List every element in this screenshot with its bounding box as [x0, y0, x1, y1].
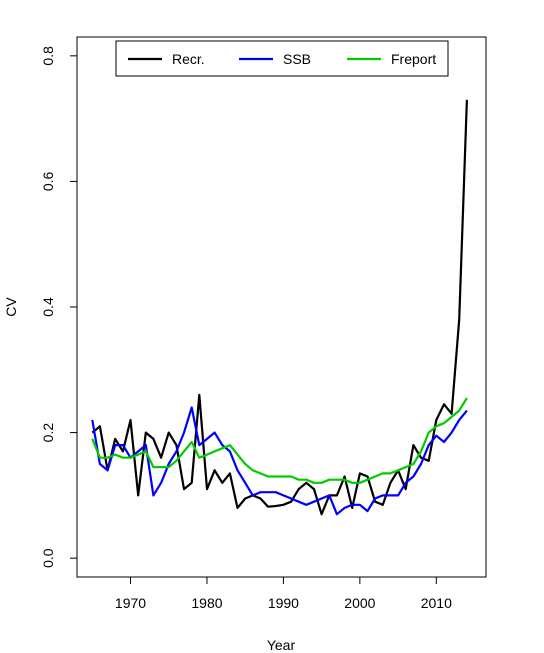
x-tick-label: 1970 [115, 595, 146, 611]
y-axis: 0.0 0.2 0.4 0.6 0.8 [40, 46, 78, 568]
x-tick-label: 1980 [191, 595, 222, 611]
x-tick-label: 1990 [268, 595, 299, 611]
legend-label: Recr. [172, 51, 205, 67]
legend-box [115, 40, 449, 77]
x-axis: 1970 1980 1990 2000 2010 [115, 576, 452, 611]
series-line-recr [91, 99, 468, 516]
legend-label: Freport [391, 51, 436, 67]
y-tick-label: 0.8 [40, 46, 56, 66]
series-line-ssb [91, 406, 468, 516]
y-tick-label: 0.0 [40, 548, 56, 568]
y-tick-label: 0.4 [40, 297, 56, 317]
y-tick-label: 0.2 [40, 423, 56, 443]
x-axis-title: Year [267, 637, 296, 653]
x-tick-label: 2000 [344, 595, 375, 611]
legend-label: SSB [283, 51, 311, 67]
y-tick-label: 0.6 [40, 171, 56, 191]
series-line-freport [91, 397, 468, 484]
series-layer [91, 99, 468, 516]
x-tick-label: 2010 [421, 595, 452, 611]
legend: Recr. SSB Freport [115, 40, 449, 77]
y-axis-title: CV [3, 297, 19, 317]
